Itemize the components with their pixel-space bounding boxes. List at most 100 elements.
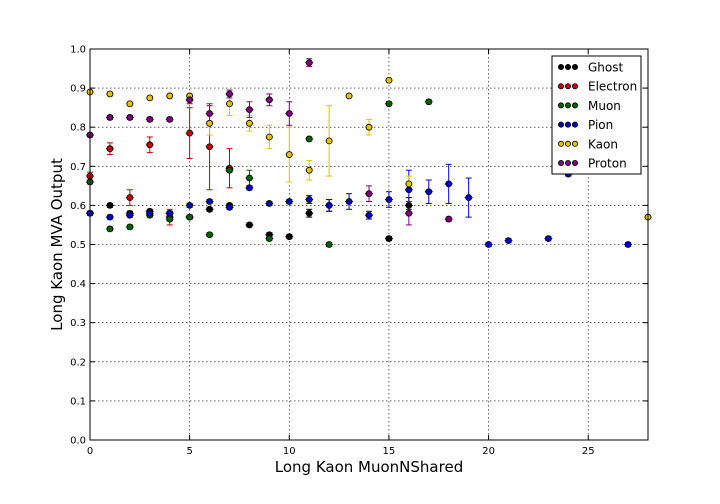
legend-marker — [558, 83, 565, 90]
muon-point — [425, 98, 433, 106]
ghost-point — [285, 233, 293, 241]
proton-point — [246, 106, 253, 114]
electron-point — [146, 141, 154, 149]
axis-ticks: 0 5 10 15 20 25 0.0 0.1 0.2 0.3 0.4 0.5 0.6 0.7 0.8 0.9… — [70, 45, 648, 457]
kaon-point — [246, 119, 253, 127]
legend-marker — [558, 121, 565, 128]
kaon-point — [166, 92, 174, 100]
electron-point — [106, 145, 114, 153]
muon-point — [106, 225, 114, 233]
ghost-point — [206, 205, 213, 213]
pion-point — [405, 186, 413, 194]
legend-item-kaon: Kaon — [558, 137, 618, 151]
data-points — [86, 59, 652, 248]
legend-marker — [565, 102, 572, 109]
pion-point — [106, 213, 114, 221]
y-tick-label: 0.6 — [70, 201, 86, 212]
muon-point — [246, 174, 253, 182]
legend-marker — [565, 83, 572, 90]
electron-point — [206, 143, 213, 151]
kaon-point — [226, 100, 233, 108]
kaon-point — [305, 166, 313, 174]
proton-point — [166, 115, 174, 123]
kaon-point — [146, 94, 154, 102]
pion-point — [345, 198, 353, 205]
legend-marker — [572, 121, 579, 128]
x-axis-label: Long Kaon MuonNShared — [275, 458, 463, 476]
legend-item-pion: Pion — [558, 118, 613, 132]
pion-point — [166, 209, 174, 217]
pion-point — [265, 200, 273, 207]
muon-point — [166, 215, 174, 223]
pion-point — [186, 201, 194, 209]
x-tick-label: 20 — [482, 446, 495, 457]
x-tick-label: 25 — [582, 446, 595, 457]
pion-point — [246, 184, 253, 192]
pion-point — [226, 203, 233, 211]
proton-point — [186, 96, 194, 104]
pion-point — [305, 196, 313, 203]
legend-label: Kaon — [588, 137, 618, 151]
kaon-point — [325, 137, 333, 145]
pion-point — [505, 237, 512, 244]
legend-label: Proton — [588, 157, 627, 171]
pion-point — [126, 211, 134, 219]
y-tick-label: 0.5 — [70, 240, 86, 251]
muon-point — [206, 231, 213, 239]
pion-point — [624, 241, 632, 248]
muon-point — [126, 223, 134, 231]
y-tick-label: 0.0 — [70, 436, 86, 447]
muon-point — [186, 213, 194, 221]
kaon-point — [405, 180, 413, 188]
legend-marker — [558, 64, 565, 71]
muon-point — [265, 235, 273, 243]
y-tick-label: 0.4 — [70, 279, 86, 290]
legend-item-muon: Muon — [558, 99, 621, 113]
kaon-point — [106, 90, 114, 98]
pion-point — [485, 241, 492, 248]
proton-point — [365, 190, 373, 198]
y-tick-label: 0.8 — [70, 123, 86, 134]
legend-marker — [558, 102, 565, 109]
legend-box — [551, 55, 642, 175]
proton-point — [445, 215, 453, 223]
proton-point — [265, 96, 273, 104]
proton-point — [285, 110, 293, 117]
y-axis-label: Long Kaon MVA Output — [48, 158, 66, 331]
y-tick-label: 1.0 — [70, 45, 86, 56]
proton-point — [305, 59, 313, 67]
legend-marker — [572, 140, 579, 147]
proton-point — [106, 114, 114, 121]
pion-point — [146, 209, 154, 217]
kaon-point — [345, 92, 353, 100]
pion-point — [385, 196, 393, 203]
legend-marker — [572, 102, 579, 109]
ghost-point — [246, 221, 253, 229]
muon-point — [226, 166, 233, 174]
legend-marker — [565, 159, 572, 166]
legend-marker — [565, 121, 572, 128]
legend-label: Muon — [588, 99, 621, 113]
legend-item-proton: Proton — [558, 157, 627, 171]
kaon-point — [206, 119, 213, 127]
proton-point — [146, 115, 154, 123]
legend-label: Pion — [588, 118, 613, 132]
legend-marker — [558, 140, 565, 147]
kaon-point — [365, 123, 373, 131]
y-tick-label: 0.2 — [70, 357, 86, 368]
kaon-point — [126, 100, 134, 108]
electron-point — [186, 129, 194, 137]
proton-point — [405, 209, 413, 217]
legend-marker — [572, 64, 579, 71]
kaon-point — [385, 76, 393, 84]
legend-marker — [565, 140, 572, 147]
x-tick-label: 10 — [283, 446, 296, 457]
legend-label: Ghost — [588, 61, 623, 75]
proton-point — [206, 110, 213, 117]
muon-point — [325, 241, 333, 248]
pion-point — [206, 198, 213, 205]
y-tick-label: 0.7 — [70, 162, 86, 173]
ghost-point — [385, 235, 393, 243]
legend-marker — [558, 159, 565, 166]
